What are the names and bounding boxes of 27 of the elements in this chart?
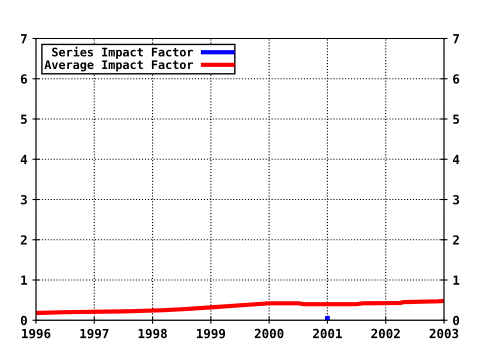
y-tick-label: 6: [20, 74, 27, 84]
y2-tick-label: 4: [452, 154, 460, 164]
x-tick-label: 2002: [371, 328, 400, 338]
y-tick-label: 3: [20, 194, 27, 204]
y-tick-label: 7: [20, 34, 27, 44]
line-series: [36, 298, 444, 316]
y2-tick-label: 1: [453, 276, 460, 285]
x-tick-label: 2000: [254, 328, 284, 338]
y-tick-label: 2: [20, 235, 27, 244]
y-tick-label: 0: [20, 316, 27, 326]
x-tick-label: 1998: [138, 328, 167, 338]
y-tick-label: 1: [21, 276, 28, 285]
x-tick-label: 2001: [313, 328, 342, 338]
y2-tick-label: 0: [453, 316, 460, 326]
x-tick-label: 2003: [430, 328, 458, 338]
y-tick-label: 5: [21, 114, 27, 124]
legend-label: Series Impact Factor: [52, 46, 194, 59]
y-tick-label: 4: [20, 154, 28, 164]
legend-label: Average Impact Factor: [44, 60, 194, 72]
x-tick-label: 1997: [80, 328, 108, 338]
y2-tick-label: 3: [453, 194, 460, 204]
y2-tick-label: 6: [453, 74, 460, 84]
x-tick-label: 1999: [196, 328, 226, 338]
y2-tick-label: 7: [453, 34, 459, 44]
y2-tick-label: 5: [453, 114, 460, 124]
x-tick-label: 1996: [22, 328, 50, 338]
y2-tick-label: 2: [453, 235, 459, 244]
